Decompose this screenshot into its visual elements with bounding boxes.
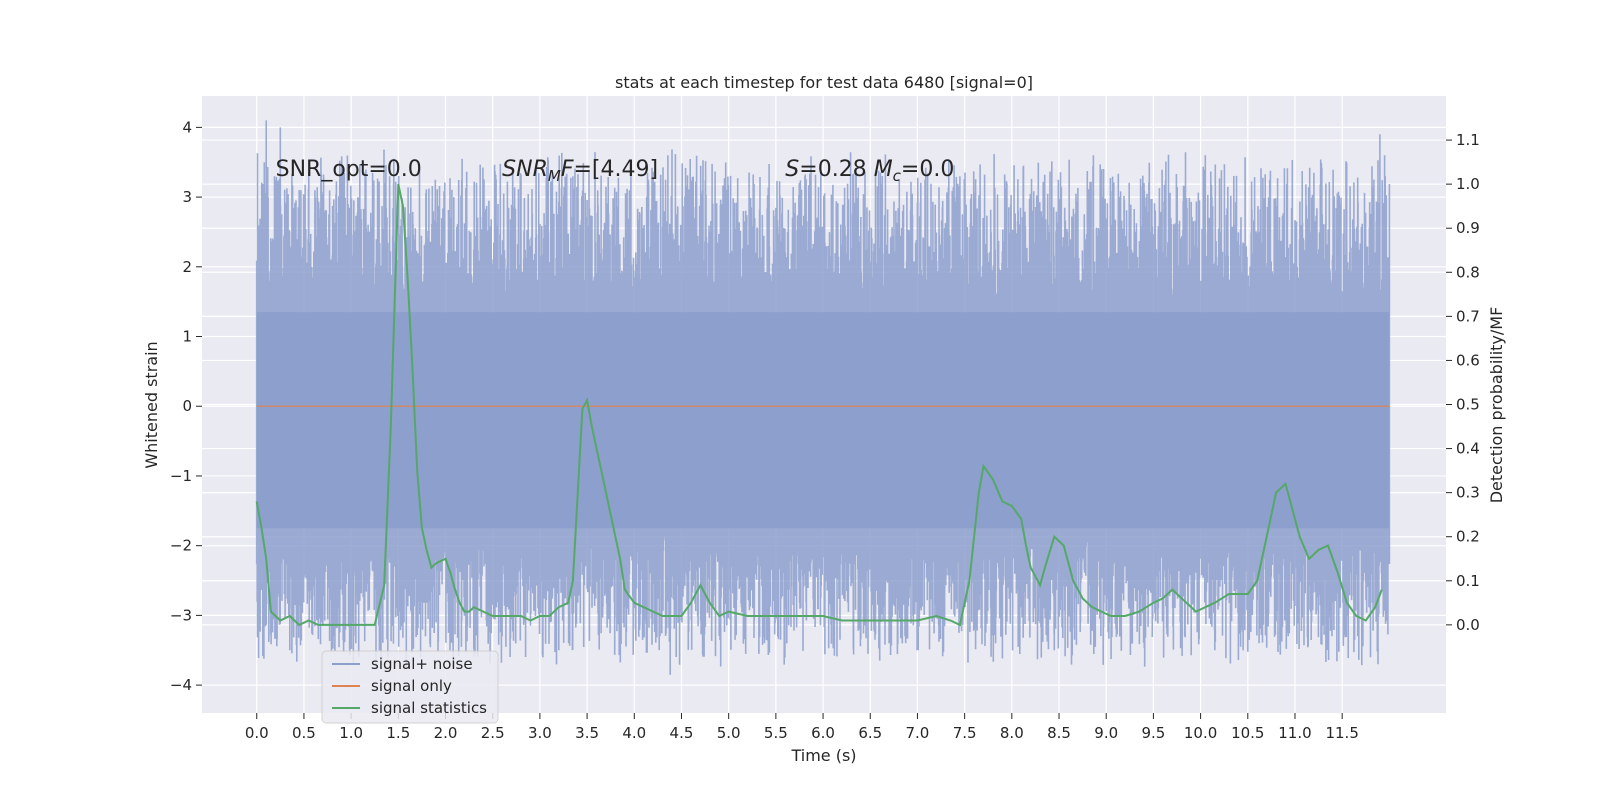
y-left-axis-label: Whitened strain [142, 341, 161, 468]
x-tick-label: 6.5 [858, 724, 882, 742]
y-right-tick-label: 0.6 [1456, 351, 1480, 369]
noise-spikes [255, 120, 1391, 675]
x-tick-label: 11.0 [1278, 724, 1311, 742]
y-right-tick-label: 0.2 [1456, 528, 1480, 546]
y-right-axis-label: Detection probability/MF [1487, 307, 1506, 504]
y-right-tick-label: 0.9 [1456, 219, 1480, 237]
x-tick-label: 3.5 [575, 724, 599, 742]
y-left-tick-label: 4 [182, 118, 192, 136]
signal-noise-series [255, 120, 1391, 675]
x-tick-label: 9.0 [1094, 724, 1118, 742]
x-tick-label: 5.5 [764, 724, 788, 742]
y-right-tick-label: 0.4 [1456, 440, 1480, 458]
y-right-tick-label: 0.3 [1456, 484, 1480, 502]
annotations: SNR_opt=0.0 SNRMF=[4.49] S=0.28 Mc=0.0 [276, 157, 955, 185]
x-tick-label: 3.0 [528, 724, 552, 742]
x-tick-label: 5.0 [717, 724, 741, 742]
y-right-tick-label: 0.5 [1456, 396, 1480, 414]
x-axis-ticks: 0.0 0.5 1.0 1.5 2.0 2.5 3.0 3.5 4.0 4.5 5.0 5.5 6.0 6… [245, 713, 1359, 742]
x-tick-label: 0.0 [245, 724, 269, 742]
x-tick-label: 6.0 [811, 724, 835, 742]
x-tick-label: 1.0 [339, 724, 363, 742]
x-tick-label: 4.5 [670, 724, 694, 742]
annotation-snr-mf: SNRMF=[4.49] [502, 157, 658, 185]
legend-label-signal-noise: signal+ noise [371, 655, 473, 673]
x-tick-label: 4.0 [622, 724, 646, 742]
x-tick-label: 0.5 [292, 724, 316, 742]
y-right-tick-label: 1.1 [1456, 131, 1480, 149]
y-left-tick-label: −2 [170, 537, 192, 555]
y-left-tick-label: 1 [182, 328, 192, 346]
legend: signal+ noise signal only signal statist… [321, 650, 499, 724]
y-left-tick-label: −1 [170, 467, 192, 485]
annotation-snr-opt: SNR_opt=0.0 [276, 157, 422, 182]
y-right-tick-label: 0.0 [1456, 616, 1480, 634]
x-tick-label: 2.5 [481, 724, 505, 742]
y-left-tick-label: 0 [182, 397, 192, 415]
legend-box [321, 650, 499, 724]
y-right-axis-ticks: 0.0 0.1 0.2 0.3 0.4 0.5 0.6 0.7 0.8 0.9 1.0 1.1 [1446, 131, 1480, 634]
y-left-tick-label: −3 [170, 606, 192, 624]
y-left-tick-label: 3 [182, 188, 192, 206]
x-tick-label: 8.5 [1047, 724, 1071, 742]
y-right-tick-label: 1.0 [1456, 175, 1480, 193]
y-right-tick-label: 0.8 [1456, 263, 1480, 281]
legend-label-signal-statistics: signal statistics [371, 699, 487, 717]
x-tick-label: 2.0 [434, 724, 458, 742]
x-axis-label: Time (s) [790, 746, 856, 765]
y-right-tick-label: 0.7 [1456, 307, 1480, 325]
y-left-axis-ticks: −4 −3 −2 −1 0 1 2 3 4 [170, 118, 202, 694]
x-tick-label: 8.0 [1000, 724, 1024, 742]
x-tick-label: 1.5 [386, 724, 410, 742]
chart-title: stats at each timestep for test data 648… [615, 73, 1033, 92]
signal-statistics-series [255, 183, 1383, 627]
signal-statistics-line [255, 183, 1383, 627]
x-tick-label: 9.5 [1141, 724, 1165, 742]
x-tick-label: 11.5 [1325, 724, 1358, 742]
legend-label-signal-only: signal only [371, 677, 452, 695]
y-right-tick-label: 0.1 [1456, 572, 1480, 590]
annotation-s-mc: S=0.28 Mc=0.0 [785, 157, 954, 185]
y-left-tick-label: 2 [182, 258, 192, 276]
x-tick-label: 7.0 [906, 724, 930, 742]
y-left-tick-label: −4 [170, 676, 192, 694]
x-tick-label: 7.5 [953, 724, 977, 742]
x-tick-label: 10.5 [1231, 724, 1264, 742]
x-tick-label: 10.0 [1184, 724, 1217, 742]
